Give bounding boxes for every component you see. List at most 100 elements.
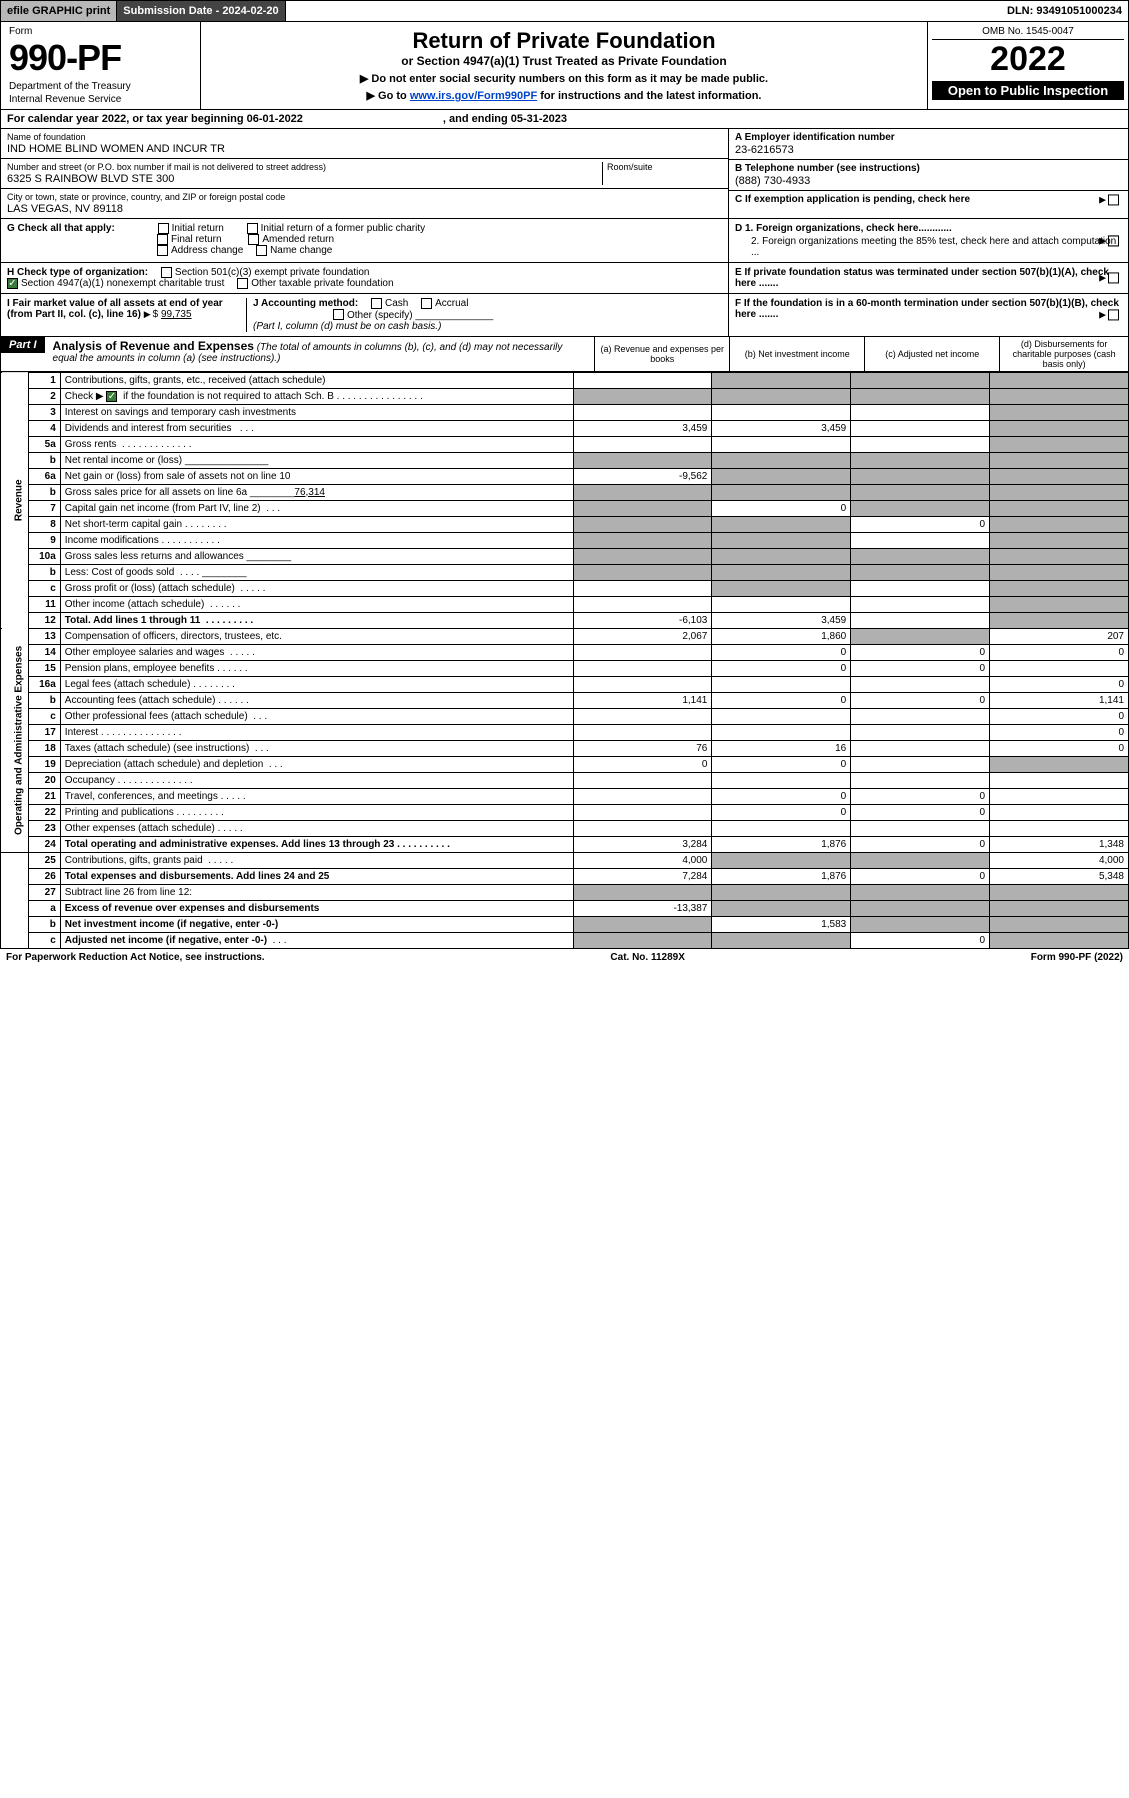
j-other: Other (specify) — [347, 310, 413, 321]
j-cash-checkbox[interactable] — [371, 298, 382, 309]
table-row: Revenue 1 Contributions, gifts, grants, … — [1, 372, 1129, 388]
h-501c3-checkbox[interactable] — [161, 267, 172, 278]
f-checkbox[interactable] — [1108, 309, 1119, 320]
line-desc: Contributions, gifts, grants, etc., rece… — [60, 372, 573, 388]
table-row: 17 Interest . . . . . . . . . . . . . . … — [1, 724, 1129, 740]
exemption-checkbox[interactable] — [1108, 194, 1119, 205]
table-row: 12 Total. Add lines 1 through 11 . . . .… — [1, 612, 1129, 628]
line-desc: Income modifications . . . . . . . . . .… — [60, 532, 573, 548]
table-row: 22 Printing and publications . . . . . .… — [1, 804, 1129, 820]
j-accrual-checkbox[interactable] — [421, 298, 432, 309]
line-desc: Gross sales less returns and allowances … — [60, 548, 573, 564]
ein-value: 23-6216573 — [735, 144, 1122, 156]
line-no: 8 — [28, 516, 60, 532]
line-no: b — [28, 484, 60, 500]
form-title: Return of Private Foundation — [209, 28, 919, 54]
table-row: 5a Gross rents . . . . . . . . . . . . . — [1, 436, 1129, 452]
j-label: J Accounting method: — [253, 298, 358, 309]
line-no: 1 — [28, 372, 60, 388]
line-desc: Compensation of officers, directors, tru… — [60, 628, 573, 644]
line-no: b — [28, 692, 60, 708]
amt-cell: 0 — [712, 644, 851, 660]
h-other-checkbox[interactable] — [237, 278, 248, 289]
amended-return-checkbox[interactable] — [248, 234, 259, 245]
name-change-checkbox[interactable] — [256, 245, 267, 256]
footer-right: Form 990-PF (2022) — [1031, 952, 1123, 963]
amt-cell: 1,876 — [712, 868, 851, 884]
amt-cell: 0 — [990, 708, 1129, 724]
amt-cell: 0 — [851, 868, 990, 884]
line-desc: Net gain or (loss) from sale of assets n… — [60, 468, 573, 484]
amt-cell: 0 — [851, 516, 990, 532]
h-4947-checkbox[interactable] — [7, 278, 18, 289]
amt-cell: -13,387 — [573, 900, 712, 916]
line-no: 9 — [28, 532, 60, 548]
g-opt-name: Name change — [270, 245, 332, 256]
g-opt-initial: Initial return — [172, 223, 224, 234]
section-g-d: G Check all that apply: Initial return I… — [0, 219, 1129, 263]
form-header: Form 990-PF Department of the Treasury I… — [0, 22, 1129, 110]
line-no: c — [28, 932, 60, 948]
line-desc: Gross sales price for all assets on line… — [60, 484, 573, 500]
line-desc: Legal fees (attach schedule) . . . . . .… — [60, 676, 573, 692]
page-footer: For Paperwork Reduction Act Notice, see … — [0, 949, 1129, 966]
initial-former-checkbox[interactable] — [247, 223, 258, 234]
phone-value: (888) 730-4933 — [735, 175, 1122, 187]
line-no: 4 — [28, 420, 60, 436]
table-row: 2 Check ▶ if the foundation is not requi… — [1, 388, 1129, 404]
line-desc: Other expenses (attach schedule) . . . .… — [60, 820, 573, 836]
j-note: (Part I, column (d) must be on cash basi… — [253, 321, 441, 332]
line-no: 24 — [28, 836, 60, 852]
calendar-year-row: For calendar year 2022, or tax year begi… — [0, 110, 1129, 129]
g-opt-final: Final return — [171, 234, 222, 245]
part1-header: Part I Analysis of Revenue and Expenses … — [0, 337, 1129, 372]
foundation-name: IND HOME BLIND WOMEN AND INCUR TR — [7, 143, 722, 155]
omb-number: OMB No. 1545-0047 — [932, 26, 1124, 40]
initial-return-checkbox[interactable] — [158, 223, 169, 234]
d2-checkbox[interactable] — [1108, 235, 1119, 246]
final-return-checkbox[interactable] — [157, 234, 168, 245]
table-row: 15 Pension plans, employee benefits . . … — [1, 660, 1129, 676]
amt-cell: 1,348 — [990, 836, 1129, 852]
line-desc: Interest . . . . . . . . . . . . . . . — [60, 724, 573, 740]
table-row: a Excess of revenue over expenses and di… — [1, 900, 1129, 916]
table-row: 3 Interest on savings and temporary cash… — [1, 404, 1129, 420]
col-a-header: (a) Revenue and expenses per books — [594, 337, 729, 371]
part1-tag: Part I — [1, 337, 45, 353]
tax-year: 2022 — [932, 40, 1124, 79]
address-change-checkbox[interactable] — [157, 245, 168, 256]
line-desc: Travel, conferences, and meetings . . . … — [60, 788, 573, 804]
amt-cell: 0 — [851, 804, 990, 820]
table-row: 21 Travel, conferences, and meetings . .… — [1, 788, 1129, 804]
h-opt-other: Other taxable private foundation — [251, 278, 393, 289]
table-row: 24 Total operating and administrative ex… — [1, 836, 1129, 852]
submission-date: Submission Date - 2024-02-20 — [117, 1, 285, 21]
table-row: c Gross profit or (loss) (attach schedul… — [1, 580, 1129, 596]
top-bar: efile GRAPHIC print Submission Date - 20… — [0, 0, 1129, 22]
line-desc: Printing and publications . . . . . . . … — [60, 804, 573, 820]
col-c-header: (c) Adjusted net income — [864, 337, 999, 371]
amt-cell: 0 — [712, 804, 851, 820]
line-desc: Net short-term capital gain . . . . . . … — [60, 516, 573, 532]
table-row: 4 Dividends and interest from securities… — [1, 420, 1129, 436]
line-desc: Total. Add lines 1 through 11 . . . . . … — [60, 612, 573, 628]
amt-cell: 0 — [851, 836, 990, 852]
g-opt-former: Initial return of a former public charit… — [261, 223, 426, 234]
city-label: City or town, state or province, country… — [7, 192, 722, 202]
amt-cell: 1,141 — [573, 692, 712, 708]
amt-cell: 2,067 — [573, 628, 712, 644]
revenue-sidelabel: Revenue — [1, 372, 29, 628]
section-i-j-f: I Fair market value of all assets at end… — [0, 294, 1129, 336]
amt-cell: 1,141 — [990, 692, 1129, 708]
amt-cell: 0 — [990, 740, 1129, 756]
irs-link[interactable]: www.irs.gov/Form990PF — [410, 90, 537, 102]
e-label: E If private foundation status was termi… — [735, 267, 1109, 289]
e-checkbox[interactable] — [1108, 273, 1119, 284]
table-row: c Adjusted net income (if negative, ente… — [1, 932, 1129, 948]
amt-cell: 0 — [712, 500, 851, 516]
table-row: b Gross sales price for all assets on li… — [1, 484, 1129, 500]
schb-checkbox[interactable] — [106, 391, 117, 402]
line-desc: Other income (attach schedule) . . . . .… — [60, 596, 573, 612]
j-other-checkbox[interactable] — [333, 309, 344, 320]
amt-cell: 4,000 — [573, 852, 712, 868]
